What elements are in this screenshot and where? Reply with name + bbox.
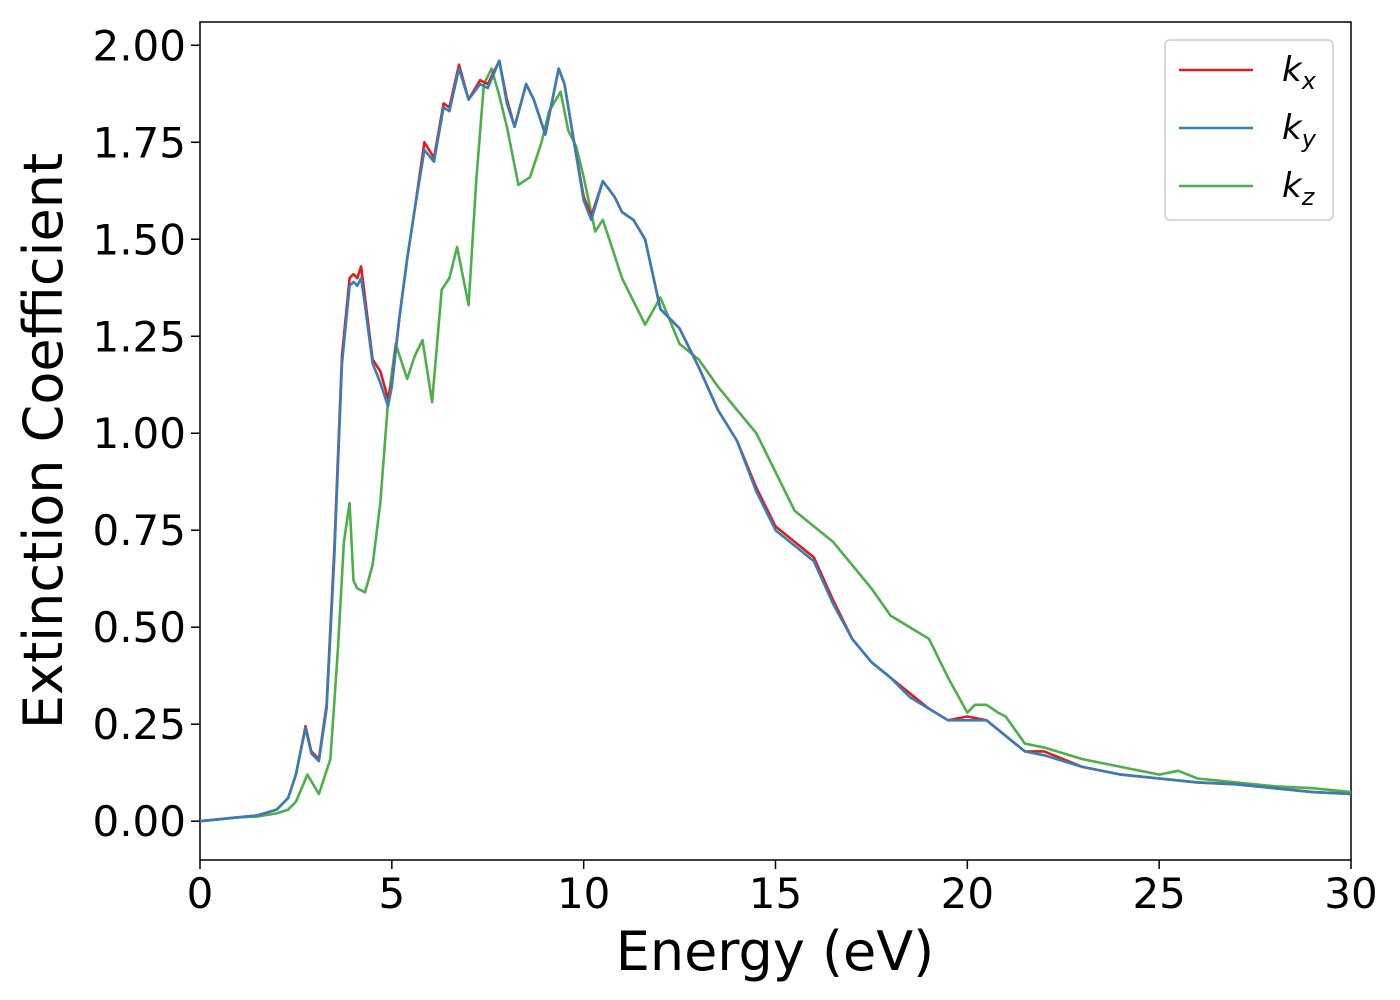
y-tick-label: 2.00 xyxy=(92,21,186,70)
x-tick-label: 25 xyxy=(1132,869,1185,918)
x-tick-label: 5 xyxy=(378,869,405,918)
series-line-kz xyxy=(199,67,1352,823)
y-axis-title: Extinction Coefficient xyxy=(12,153,75,729)
y-tick-label: 1.75 xyxy=(92,118,186,167)
y-tick-label: 1.00 xyxy=(92,409,186,458)
y-axis-ticks: 0.00 0.25 0.50 0.75 1.00 1.25 1.50 1.75 2.00 xyxy=(92,21,200,846)
x-tick-label: 15 xyxy=(749,869,802,918)
x-axis-title: Energy (eV) xyxy=(616,920,935,983)
x-tick-label: 0 xyxy=(187,869,214,918)
legend-items: kx ky kz xyxy=(1179,50,1317,211)
legend: kx ky kz xyxy=(1164,39,1334,221)
plot-area xyxy=(199,21,1352,861)
legend-box xyxy=(1164,39,1334,221)
x-tick-label: 20 xyxy=(941,869,994,918)
legend-label-kx: kx xyxy=(1282,50,1317,95)
y-tick-label: 0.25 xyxy=(92,700,186,749)
series-line-ky xyxy=(199,59,1352,823)
series-layer xyxy=(199,59,1352,823)
y-tick-label: 0.75 xyxy=(92,506,186,555)
y-tick-label: 1.50 xyxy=(92,215,186,264)
x-tick-label: 10 xyxy=(557,869,610,918)
legend-label-ky: ky xyxy=(1282,108,1317,153)
x-axis-ticks: 0 5 10 15 20 25 30 xyxy=(187,860,1378,918)
y-tick-label: 0.50 xyxy=(92,603,186,652)
y-tick-label: 1.25 xyxy=(92,312,186,361)
y-tick-label: 0.00 xyxy=(92,797,186,846)
x-tick-label: 30 xyxy=(1324,869,1377,918)
legend-label-kz: kz xyxy=(1282,166,1316,211)
